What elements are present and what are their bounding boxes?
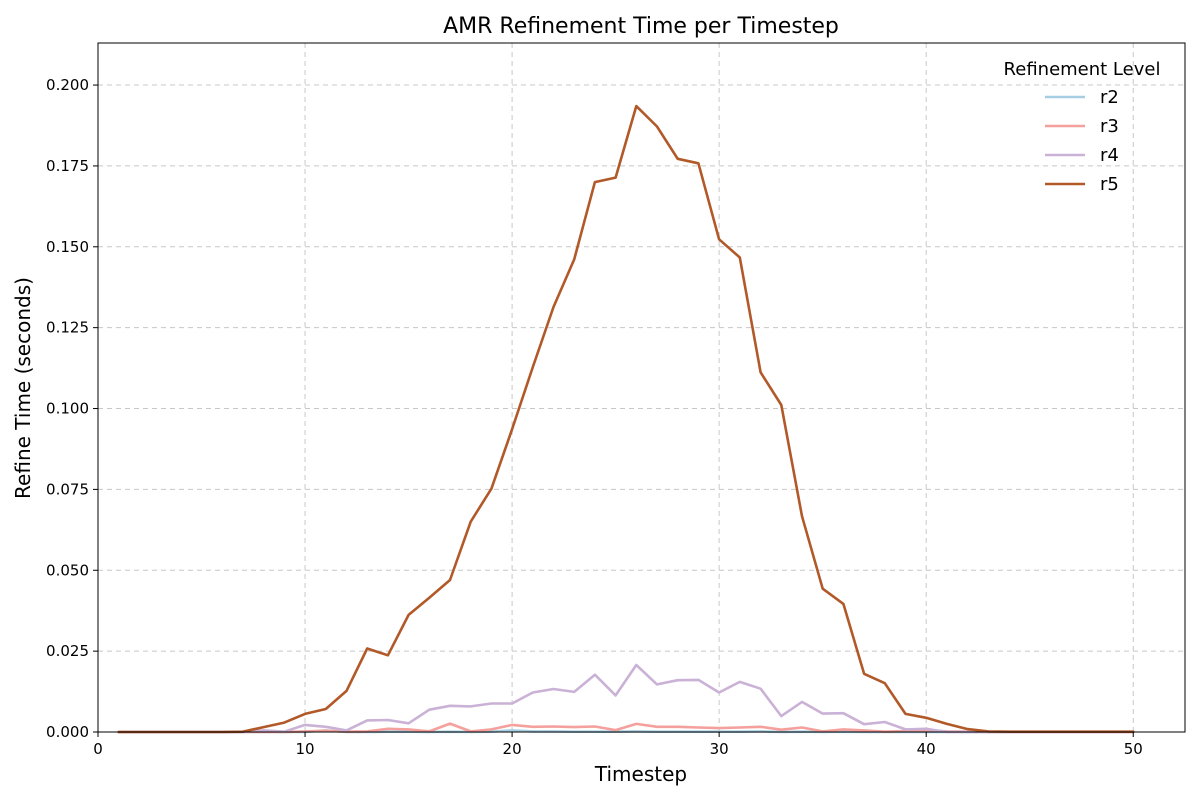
axis-ticks: 0 10 20 30 40 50 0.000 0.025 0.050 0.075 0.100 0.12… <box>46 76 1143 758</box>
legend: Refinement Level r2 r3 r4 r5 <box>1004 59 1161 195</box>
x-tick-label: 40 <box>917 740 936 758</box>
series-line-r5 <box>117 104 1135 734</box>
series-lines <box>117 104 1135 734</box>
x-tick-label: 20 <box>503 740 522 758</box>
y-tick-label: 0.000 <box>46 723 89 741</box>
y-tick-label: 0.125 <box>46 319 89 337</box>
y-tick-label: 0.075 <box>46 480 89 498</box>
x-tick-label: 30 <box>710 740 729 758</box>
grid-lines <box>97 43 1185 733</box>
legend-label-r4: r4 <box>1100 145 1119 166</box>
plot-frame <box>97 42 1186 733</box>
x-tick-label: 50 <box>1124 740 1143 758</box>
y-tick-label: 0.025 <box>46 642 89 660</box>
legend-label-r3: r3 <box>1100 116 1119 137</box>
y-tick-label: 0.200 <box>46 76 89 94</box>
series-line-r4 <box>117 663 1135 734</box>
y-tick-label: 0.100 <box>46 400 89 418</box>
chart-title: AMR Refinement Time per Timestep <box>443 14 839 39</box>
x-tick-label: 10 <box>296 740 315 758</box>
legend-label-r5: r5 <box>1100 174 1119 195</box>
x-axis-label: Timestep <box>594 762 687 786</box>
x-tick-label: 0 <box>93 740 103 758</box>
legend-label-r2: r2 <box>1100 87 1119 108</box>
y-axis-label: Refine Time (seconds) <box>11 277 35 499</box>
y-tick-label: 0.050 <box>46 561 89 579</box>
y-tick-label: 0.150 <box>46 238 89 256</box>
y-tick-label: 0.175 <box>46 157 89 175</box>
legend-title: Refinement Level <box>1004 59 1161 80</box>
